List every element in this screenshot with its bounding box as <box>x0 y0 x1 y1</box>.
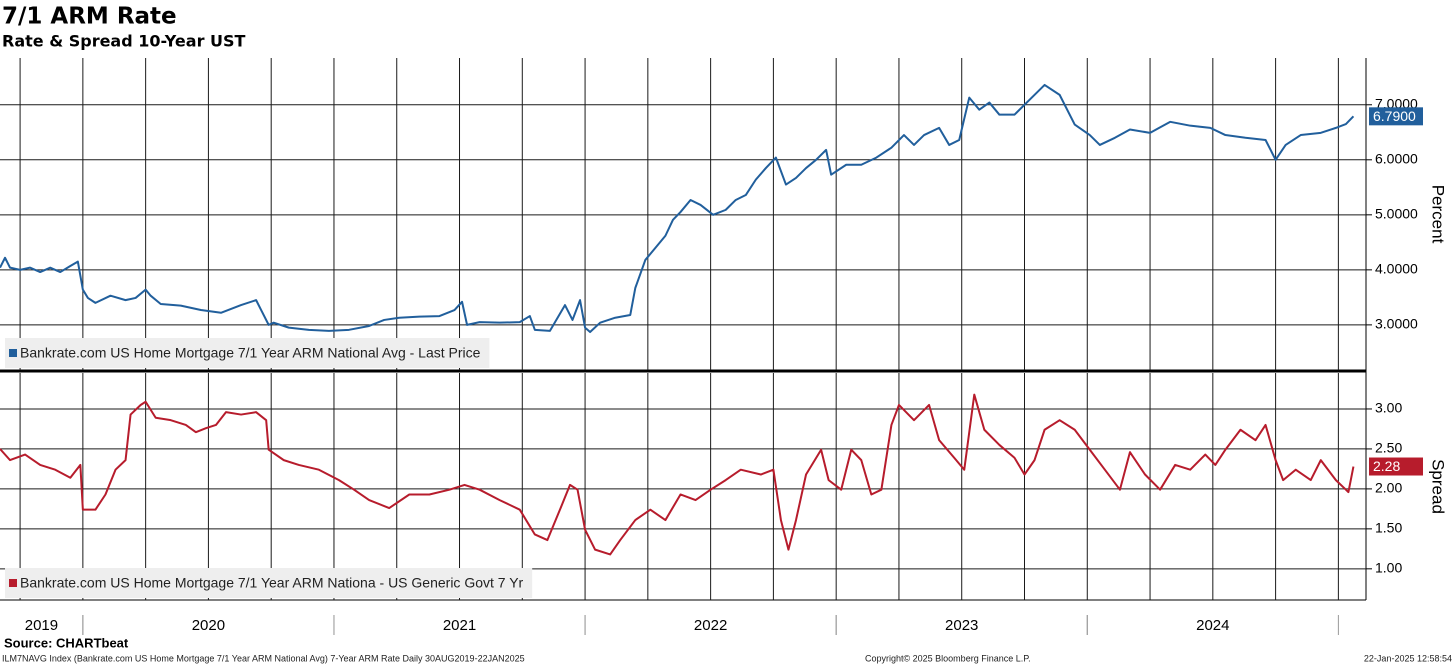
last-value-label: 6.7900 <box>1373 108 1416 124</box>
source: Source: CHARTbeat <box>4 635 129 650</box>
y-tick-label: 4.0000 <box>1375 261 1418 277</box>
legend-swatch <box>9 349 17 357</box>
last-value-box <box>1369 457 1423 476</box>
legend-swatch <box>9 579 17 587</box>
footer-timestamp: 22-Jan-2025 12:58:54 <box>1364 653 1452 663</box>
chart-title: 7/1 ARM Rate <box>2 4 177 30</box>
x-tick-label: 2019 <box>25 617 58 634</box>
legend-box <box>5 568 533 598</box>
x-tick-label: 2021 <box>443 617 476 634</box>
footer-copyright: Copyright© 2025 Bloomberg Finance L.P. <box>865 653 1031 663</box>
y-tick-label: 1.00 <box>1375 560 1402 576</box>
y-tick-label: 3.00 <box>1375 400 1402 416</box>
data-line <box>0 393 1355 556</box>
y-axis-label: Spread <box>1429 459 1448 514</box>
data-line <box>0 83 1355 334</box>
legend-box <box>5 338 490 368</box>
y-tick-label: 5.0000 <box>1375 206 1418 222</box>
chart-subtitle: Rate & Spread 10-Year UST <box>2 32 246 51</box>
y-tick-label: 1.50 <box>1375 520 1402 536</box>
y-tick-label: 2.00 <box>1375 480 1402 496</box>
x-tick-label: 2022 <box>694 617 727 634</box>
x-tick-label: 2020 <box>192 617 225 634</box>
last-value-label: 2.28 <box>1373 458 1400 474</box>
y-tick-label: 2.50 <box>1375 440 1402 456</box>
x-tick-label: 2024 <box>1196 617 1229 634</box>
footer-description: ILM7NAVG Index (Bankrate.com US Home Mor… <box>2 653 525 663</box>
last-value-box <box>1369 107 1423 126</box>
legend-label: Bankrate.com US Home Mortgage 7/1 Year A… <box>20 345 481 361</box>
y-tick-label: 6.0000 <box>1375 151 1418 167</box>
x-tick-label: 2023 <box>945 617 978 634</box>
y-tick-label: 3.0000 <box>1375 316 1418 332</box>
legend-label: Bankrate.com US Home Mortgage 7/1 Year A… <box>20 575 524 591</box>
y-axis-label: Percent <box>1429 185 1448 244</box>
